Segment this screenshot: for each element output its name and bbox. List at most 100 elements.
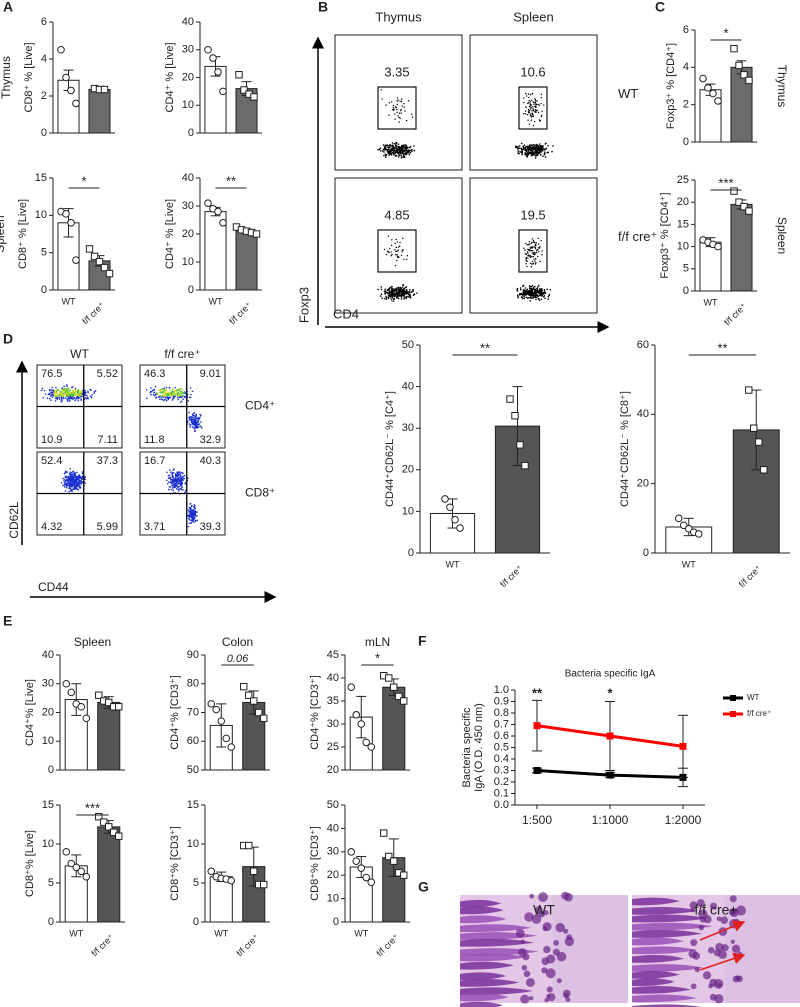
event-dot: [547, 295, 550, 298]
event-dot: [394, 118, 396, 120]
event-dot: [409, 295, 412, 297]
x-tick-label: WT: [704, 297, 718, 307]
event-dot: [153, 394, 156, 397]
event-dot: [192, 422, 194, 425]
event-dot: [408, 153, 411, 156]
event-dot: [190, 519, 192, 522]
y-tick-label: 0.0: [494, 799, 509, 811]
event-dot: [75, 390, 77, 392]
event-dot: [528, 249, 530, 251]
significance-label: **: [480, 340, 490, 355]
series-marker: [679, 742, 687, 750]
event-dot: [86, 397, 89, 400]
crypt: [718, 950, 727, 959]
data-point: [714, 97, 722, 105]
event-dot: [196, 515, 198, 517]
event-dot: [531, 247, 533, 249]
event-dot: [529, 256, 532, 258]
event-dot: [531, 290, 534, 293]
panel-letter: B: [318, 0, 328, 15]
event-dot: [51, 396, 54, 398]
event-dot: [531, 153, 534, 156]
crypt: [518, 948, 527, 957]
data-point: [105, 698, 113, 707]
event-dot: [391, 297, 394, 299]
data-point: [85, 245, 94, 253]
event-dot: [530, 285, 533, 288]
bar: [97, 701, 121, 771]
event-dot: [391, 108, 394, 111]
event-dot: [537, 103, 539, 106]
event-dot: [62, 394, 65, 397]
event-dot: [62, 389, 64, 392]
row-label: CD4⁺: [245, 399, 275, 413]
event-dot: [534, 101, 536, 104]
event-dot: [400, 100, 403, 103]
event-dot: [174, 386, 176, 389]
data-point: [72, 99, 80, 108]
data-point: [204, 45, 212, 54]
event-dot: [395, 151, 397, 153]
event-dot: [76, 477, 79, 479]
y-tick-label: 40: [327, 672, 339, 684]
bar: [235, 230, 258, 291]
event-dot: [197, 421, 199, 424]
event-dot: [64, 476, 67, 478]
event-dot: [552, 145, 554, 147]
crypt: [528, 996, 534, 1001]
event-dot: [67, 479, 69, 482]
event-dot: [65, 389, 68, 392]
event-dot: [521, 294, 524, 296]
event-dot: [172, 397, 174, 400]
event-dot: [532, 125, 535, 127]
y-axis-label: IgA (O.D. 450 nm): [473, 703, 485, 792]
event-dot: [53, 393, 55, 396]
crypt: [553, 940, 560, 946]
event-dot: [172, 469, 175, 471]
crypt: [698, 924, 705, 931]
y-axis-label: CD4⁺ % [Live]: [164, 43, 176, 113]
panel-letter: E: [3, 613, 12, 629]
event-dot: [537, 111, 540, 114]
event-dot: [180, 489, 183, 491]
event-dot: [76, 396, 79, 399]
event-dot: [399, 290, 402, 292]
data-point: [207, 867, 216, 876]
event-dot: [63, 486, 66, 488]
event-dot: [532, 251, 535, 254]
event-dot: [62, 477, 64, 480]
event-dot: [539, 247, 541, 249]
event-dot: [196, 511, 198, 513]
data-point: [90, 252, 99, 261]
y-tick-label: 45: [327, 649, 339, 661]
event-dot: [400, 109, 402, 112]
event-dot: [66, 400, 69, 403]
villus: [460, 938, 535, 947]
event-dot: [532, 115, 534, 118]
event-dot: [55, 390, 58, 393]
data-point: [62, 679, 71, 688]
flow-plot-frame: [334, 177, 463, 314]
event-dot: [388, 114, 390, 116]
data-point: [110, 828, 118, 836]
event-dot: [531, 263, 533, 265]
y-tick-label: 25: [327, 741, 339, 753]
event-dot: [389, 151, 392, 154]
significance-label: 0.06: [227, 653, 249, 665]
event-dot: [518, 145, 521, 147]
villus: [460, 899, 502, 908]
data-point: [77, 702, 86, 711]
event-dot: [521, 297, 524, 300]
data-point: [456, 524, 464, 532]
event-dot: [179, 482, 182, 484]
event-dot: [60, 391, 63, 393]
event-dot: [74, 475, 76, 478]
event-dot: [397, 294, 400, 296]
event-dot: [412, 290, 415, 292]
flow-plot-frame: [469, 177, 598, 314]
event-dot: [73, 481, 75, 483]
event-dot: [71, 477, 73, 479]
event-dot: [177, 398, 179, 401]
event-dot: [534, 98, 536, 100]
legend-marker: [730, 695, 736, 701]
